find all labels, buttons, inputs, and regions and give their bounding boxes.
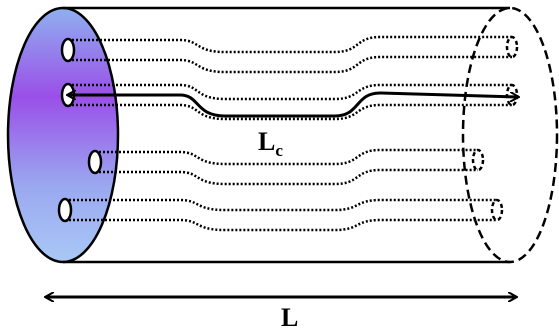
- right-face: [461, 6, 559, 264]
- label-main: L: [258, 127, 275, 156]
- pore: [490, 198, 504, 222]
- pore: [68, 35, 512, 54]
- pore: [65, 218, 497, 232]
- pore: [471, 148, 485, 172]
- tortuous-path: [68, 93, 518, 118]
- pore: [60, 37, 76, 63]
- pore: [87, 149, 103, 175]
- label-sub: c: [275, 141, 283, 160]
- pore: [505, 35, 519, 59]
- pore: [95, 148, 478, 166]
- pores: [57, 35, 519, 232]
- pore: [68, 83, 512, 101]
- pore: [95, 168, 478, 186]
- pore: [68, 103, 512, 121]
- length-label: L: [281, 303, 298, 332]
- pore: [57, 197, 73, 223]
- pore: [68, 55, 512, 74]
- pore: [505, 83, 519, 107]
- path-length-label: Lc: [258, 127, 283, 160]
- pore: [65, 198, 497, 212]
